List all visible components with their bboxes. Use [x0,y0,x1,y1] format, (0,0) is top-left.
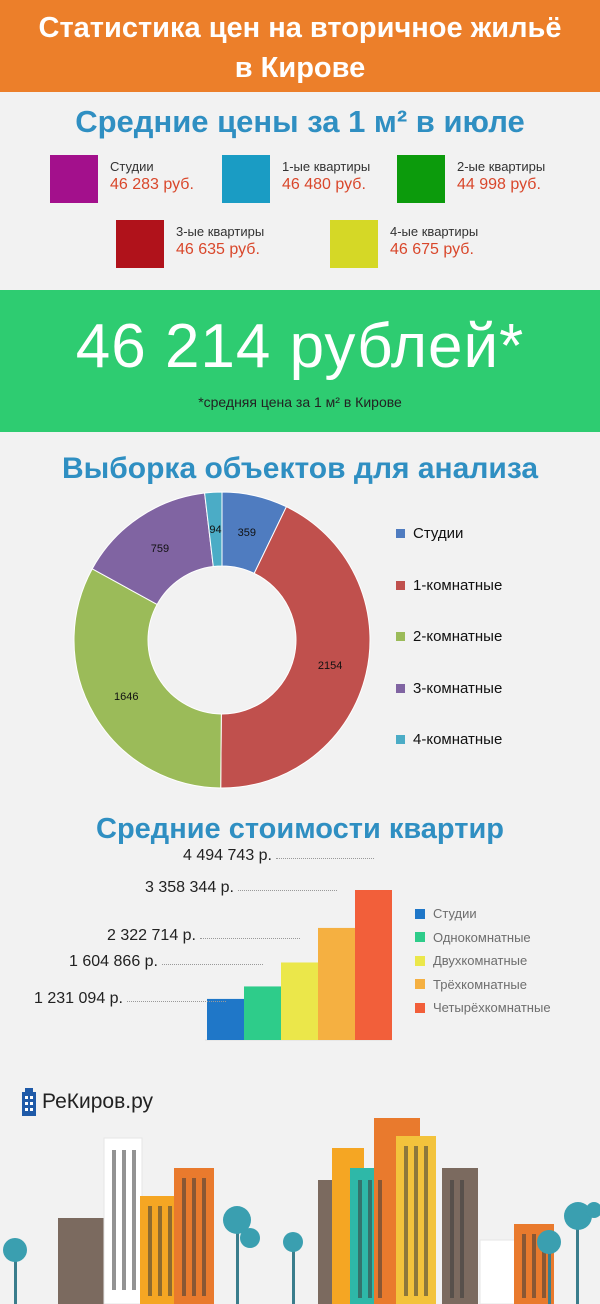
legend-swatch [396,529,405,538]
price-label: 4-ые квартиры [390,224,479,239]
price-label: 1-ые квартиры [282,159,371,174]
price-label: 3-ые квартиры [176,224,265,239]
legend-label: Двухкомнатные [433,953,528,968]
donut-data-label: 359 [238,527,256,539]
bar-chart [205,890,392,1041]
price-item-3room: 3-ые квартиры 46 635 руб. [116,220,264,268]
header-title-line1: Статистика цен на вторичное жильё [38,12,562,44]
bar-leader-line [162,964,263,966]
price-swatch [50,155,98,203]
donut-slice [204,491,223,568]
donut-legend-item: 2-комнатные [396,628,502,645]
price-value: 46 283 руб. [110,176,194,193]
donut-chart: 359 2154 1646 759 94 [73,491,371,789]
header-title-line2: в Кирове [234,52,366,84]
price-swatch [397,155,445,203]
legend-label: 3-комнатные [413,679,503,697]
legend-swatch [415,932,425,942]
price-swatch [222,155,270,203]
donut-legend-item: Студии [396,525,463,542]
price-item-4room: 4-ые квартиры 46 675 руб. [330,220,478,268]
donut-legend-item: 3-комнатные [396,680,502,697]
bar-legend-item: Однокомнатные [415,930,531,945]
bar [318,927,355,1040]
legend-swatch [396,632,405,641]
logo-text: РеКиров.ру [42,1090,154,1113]
donut-slice [73,568,222,789]
price-swatch [330,220,378,268]
bar-leader-line [127,1000,226,1002]
skyline-trees [3,1202,600,1304]
sample-title: Выборка объектов для анализа [61,452,539,485]
legend-label: Студии [413,525,464,542]
legend-swatch [396,580,405,590]
bar-value-label: 1 604 866 р. [69,953,158,971]
legend-label: Студии [433,906,477,921]
legend-label: 1-комнатные [413,576,503,594]
skyline-windows [112,1146,546,1298]
price-value: 44 998 руб. [457,176,541,193]
legend-label: 2-комнатные [413,628,503,645]
legend-swatch [415,908,425,919]
city-skyline-illustration [3,1118,600,1304]
bar-legend-item: Студии [415,906,477,921]
legend-swatch [415,1002,425,1013]
average-price-banner: 46 214 рублей* *средняя цена за 1 м² в К… [0,290,600,432]
price-label: Студии [110,159,154,174]
bar-leader-line [200,938,300,940]
bar-leader-line [276,858,374,859]
page-header: Статистика цен на вторичное жильё в Киро… [0,0,600,92]
legend-label: Трёхкомнатные [433,976,528,992]
bar [244,986,281,1040]
price-value: 46 635 руб. [176,241,260,258]
legend-swatch [415,979,425,989]
price-swatch [116,220,164,268]
donut-legend-item: 4-комнатные [396,731,502,748]
donut-data-label: 2154 [318,660,342,672]
legend-label: 4-комнатные [413,731,503,748]
bar [207,998,244,1040]
price-item-2room: 2-ые квартиры 44 998 руб. [397,155,545,203]
bar-value-label: 3 358 344 р. [145,878,234,896]
bar-legend-item: Четырёхкомнатные [415,1000,551,1015]
donut-data-label: 759 [151,543,169,555]
bar-leader-line [238,889,337,891]
bar [281,962,318,1040]
donut-data-label: 94 [209,524,221,536]
average-price-value: 46 214 рублей* [75,312,525,381]
legend-swatch [415,955,425,966]
bar-value-label: 1 231 094 р. [34,989,123,1007]
price-label: 2-ые квартиры [457,159,546,174]
prices-title: Средние цены за 1 м² в июле [75,104,525,139]
legend-label: Четырёхкомнатные [433,1000,551,1015]
bar-value-label: 2 322 714 р. [107,927,196,945]
bar-legend-item: Трёхкомнатные [415,977,527,992]
donut-legend-item: 1-комнатные [396,577,502,594]
donut-data-label: 1646 [114,691,138,703]
legend-swatch [396,683,405,693]
price-value: 46 480 руб. [282,176,366,193]
price-item-studio: Студии 46 283 руб. [50,155,194,203]
legend-swatch [396,735,405,744]
average-price-note: *средняя цена за 1 м² в Кирове [198,394,402,410]
donut-slice [220,506,371,789]
bar [355,890,392,1040]
price-item-1room: 1-ые квартиры 46 480 руб. [222,155,370,203]
legend-label: Однокомнатные [433,929,531,945]
bar-value-label: 4 494 743 р. [183,847,272,864]
logo[interactable]: РеКиров.ру [22,1088,153,1116]
bar-legend-item: Двухкомнатные [415,953,527,968]
price-value: 46 675 руб. [390,241,474,258]
logo-building-icon [22,1088,36,1116]
bars-title: Средние стоимости квартир [96,813,504,845]
